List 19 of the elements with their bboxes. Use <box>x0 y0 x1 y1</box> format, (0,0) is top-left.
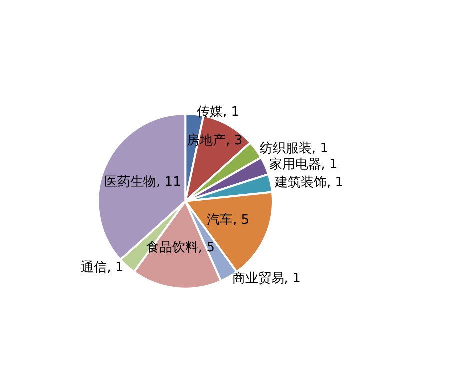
slice-label: 汽车 <box>206 212 233 228</box>
data-label: , 11 <box>156 174 182 190</box>
data-label: , 1 <box>284 271 301 286</box>
data-label: , 1 <box>321 158 338 173</box>
data-label: , 1 <box>312 141 328 156</box>
slice-label: 医药生物 <box>104 174 157 190</box>
slice-label: 通信 <box>81 260 108 276</box>
slice-label: 纺织服装 <box>260 141 312 156</box>
slice-label: 建筑装饰 <box>274 175 328 190</box>
slice-label: 商业贸易 <box>232 271 284 286</box>
data-label: , 1 <box>222 104 240 120</box>
slice-label: 食品饮料 <box>146 240 198 256</box>
data-label: , 3 <box>226 133 243 148</box>
slice-label: 传媒 <box>196 104 223 120</box>
slice-label: 家用电器 <box>269 156 322 173</box>
data-label: , 5 <box>198 240 215 256</box>
data-label: , 1 <box>327 175 344 190</box>
data-label: , 1 <box>107 260 124 276</box>
data-label: , 5 <box>232 212 250 228</box>
